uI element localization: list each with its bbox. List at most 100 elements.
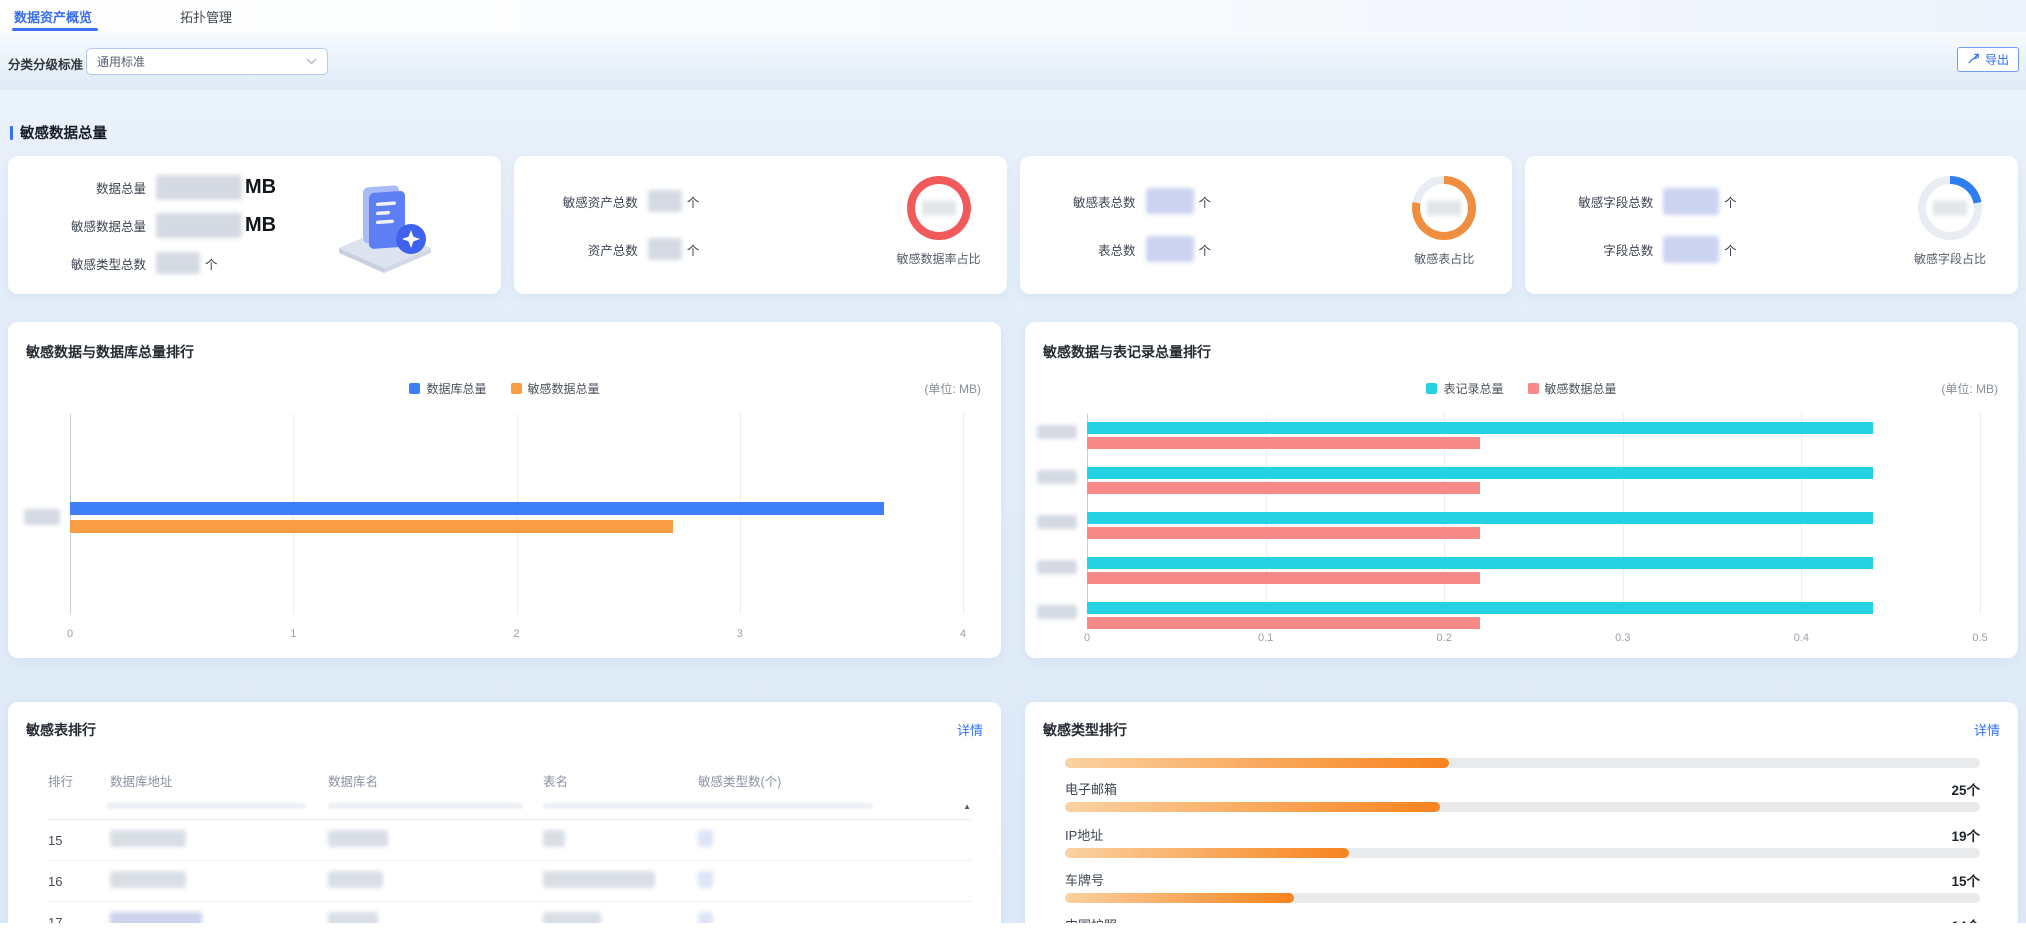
legend-swatch xyxy=(409,383,421,394)
redacted-value xyxy=(156,212,242,238)
sensitive-field-ratio-donut xyxy=(1918,176,1982,240)
sensitive-data-rate-donut xyxy=(906,176,971,240)
type-rank-bar xyxy=(1065,848,1980,858)
redacted-value xyxy=(1145,236,1194,262)
redacted-strip xyxy=(106,803,306,809)
legend-item[interactable]: 敏感数据总量 xyxy=(1527,380,1617,397)
card-fields: 敏感字段总数 个 字段总数 个 敏感字段占比 xyxy=(1525,156,2018,294)
table-row[interactable]: 15 xyxy=(48,820,971,861)
redacted-category-label xyxy=(1037,605,1077,619)
stat-cards-row: 数据总量 MB 敏感数据总量 MB 敏感类型总数 个 xyxy=(8,156,2018,294)
stat-row: 敏感类型总数 个 xyxy=(28,250,276,276)
bar-sensitive-data-total[interactable] xyxy=(70,520,673,533)
type-count: 14个 xyxy=(1951,915,1980,924)
plot-area: 0 0.1 0.2 0.3 0.4 0.5 xyxy=(1037,414,1988,644)
bar-database-total[interactable] xyxy=(70,502,885,515)
table-row[interactable]: 17 xyxy=(48,902,971,923)
stat-unit: 个 xyxy=(1724,243,1737,258)
unit-note: (单位: MB) xyxy=(924,382,981,396)
redacted-cell xyxy=(698,912,713,923)
bar-group xyxy=(1037,508,1980,553)
stat-unit: 个 xyxy=(1198,195,1212,210)
redacted-category-label xyxy=(1037,470,1077,484)
charts-row: 敏感数据与数据库总量排行 数据库总量 敏感数据总量 (单位: MB) xyxy=(8,322,2018,658)
chart-title: 敏感数据与数据库总量排行 xyxy=(26,344,194,360)
donut-caption: 敏感表占比 xyxy=(1414,252,1475,266)
sort-arrow-icon[interactable]: ▲ xyxy=(963,802,971,811)
bar-table-records[interactable] xyxy=(1087,557,1873,569)
x-tick: 0.1 xyxy=(1257,632,1274,644)
legend-item[interactable]: 表记录总量 xyxy=(1426,380,1504,397)
stat-row: 敏感资产总数 个 xyxy=(534,188,699,214)
legend-item[interactable]: 数据库总量 xyxy=(409,380,487,397)
type-label: 中国护照 xyxy=(1065,915,1117,923)
x-tick: 0.2 xyxy=(1436,632,1452,644)
chart-panel-database-volume: 敏感数据与数据库总量排行 数据库总量 敏感数据总量 (单位: MB) xyxy=(8,322,1001,658)
redacted-value xyxy=(1145,188,1194,214)
redacted-strip xyxy=(328,803,523,809)
type-count: 19个 xyxy=(1951,828,1980,844)
redacted-value xyxy=(1663,187,1720,215)
redacted-cell xyxy=(328,912,378,923)
bar-table-records[interactable] xyxy=(1087,602,1873,614)
redacted-cell xyxy=(328,871,383,888)
stat-row: 敏感表总数 个 xyxy=(1040,188,1212,214)
sensitive-table: 排行 数据库地址 数据库名 表名 敏感类型数(个) ▲ 15 xyxy=(48,766,971,923)
standard-select-value: 通用标准 xyxy=(97,55,146,69)
bar-sensitive-data[interactable] xyxy=(1087,482,1480,494)
sensitive-table-ranking-panel: 敏感表排行 详情 排行 数据库地址 数据库名 表名 敏感类型数(个) ▲ 15 xyxy=(8,702,1001,923)
bar-sensitive-data[interactable] xyxy=(1087,437,1480,449)
bar-sensitive-data[interactable] xyxy=(1087,572,1480,584)
tab-topology-management[interactable]: 拓扑管理 xyxy=(180,10,233,25)
export-button[interactable]: 导出 xyxy=(1956,47,2019,72)
standard-select[interactable]: 通用标准 xyxy=(86,48,328,75)
stat-label: 资产总数 xyxy=(587,243,638,258)
type-count: 25个 xyxy=(1951,782,1980,798)
type-label: IP地址 xyxy=(1065,828,1104,843)
chart-title: 敏感数据与表记录总量排行 xyxy=(1043,344,1211,360)
panel-title: 敏感表排行 xyxy=(26,722,96,738)
legend-swatch xyxy=(1426,383,1438,394)
legend-item[interactable]: 敏感数据总量 xyxy=(510,380,600,397)
bar-group xyxy=(1037,463,1980,508)
stat-unit: 个 xyxy=(1198,243,1212,258)
bar-table-records[interactable] xyxy=(1087,467,1873,479)
gridline xyxy=(963,414,964,614)
stat-row: 资产总数 个 xyxy=(534,236,699,262)
panel-title: 敏感类型排行 xyxy=(1043,722,1127,738)
bar-sensitive-data[interactable] xyxy=(1087,617,1480,629)
bar-table-records[interactable] xyxy=(1087,512,1873,524)
redacted-cell xyxy=(543,830,565,847)
x-tick: 0 xyxy=(66,628,74,640)
table-row[interactable]: 16 xyxy=(48,861,971,902)
redacted-value xyxy=(156,174,242,200)
bar-table-records[interactable] xyxy=(1087,422,1873,434)
type-rank-detail-link[interactable]: 详情 xyxy=(1973,723,2000,738)
bar-sensitive-data[interactable] xyxy=(1087,527,1480,539)
type-rank-label-row: 车牌号 15个 xyxy=(1065,871,1980,889)
section-title-accent-bar xyxy=(10,125,13,140)
redacted-cell xyxy=(698,871,713,888)
col-db-address: 数据库地址 xyxy=(110,774,173,789)
col-rank: 排行 xyxy=(48,774,74,789)
legend-swatch xyxy=(1527,383,1539,394)
redacted-category-label xyxy=(1037,425,1077,439)
sensitive-type-ranking-panel: 敏感类型排行 详情 电子邮箱 25个 IP地址 19个 车牌号 15个 xyxy=(1025,702,2018,923)
collapsed-redacted-row: ▲ xyxy=(48,794,971,820)
x-tick: 0.5 xyxy=(1972,632,1988,644)
redacted-value xyxy=(156,252,200,274)
x-tick: 0 xyxy=(1083,632,1091,644)
unit-note: (单位: MB) xyxy=(1941,382,1998,396)
stat-label: 表总数 xyxy=(1097,243,1136,258)
stat-label: 数据总量 xyxy=(95,181,146,196)
type-rank-label-row: 中国护照 14个 xyxy=(1065,916,1980,923)
stat-row: 敏感数据总量 MB xyxy=(28,212,276,238)
redacted-percent xyxy=(921,200,956,216)
table-detail-link[interactable]: 详情 xyxy=(956,723,983,738)
redacted-strip xyxy=(543,803,873,809)
type-rank-bar xyxy=(1065,802,1980,812)
tab-data-asset-overview[interactable]: 数据资产概览 xyxy=(14,10,93,25)
rank-cell: 16 xyxy=(48,873,63,889)
redacted-cell xyxy=(698,830,713,847)
rank-cell: 17 xyxy=(48,914,63,924)
